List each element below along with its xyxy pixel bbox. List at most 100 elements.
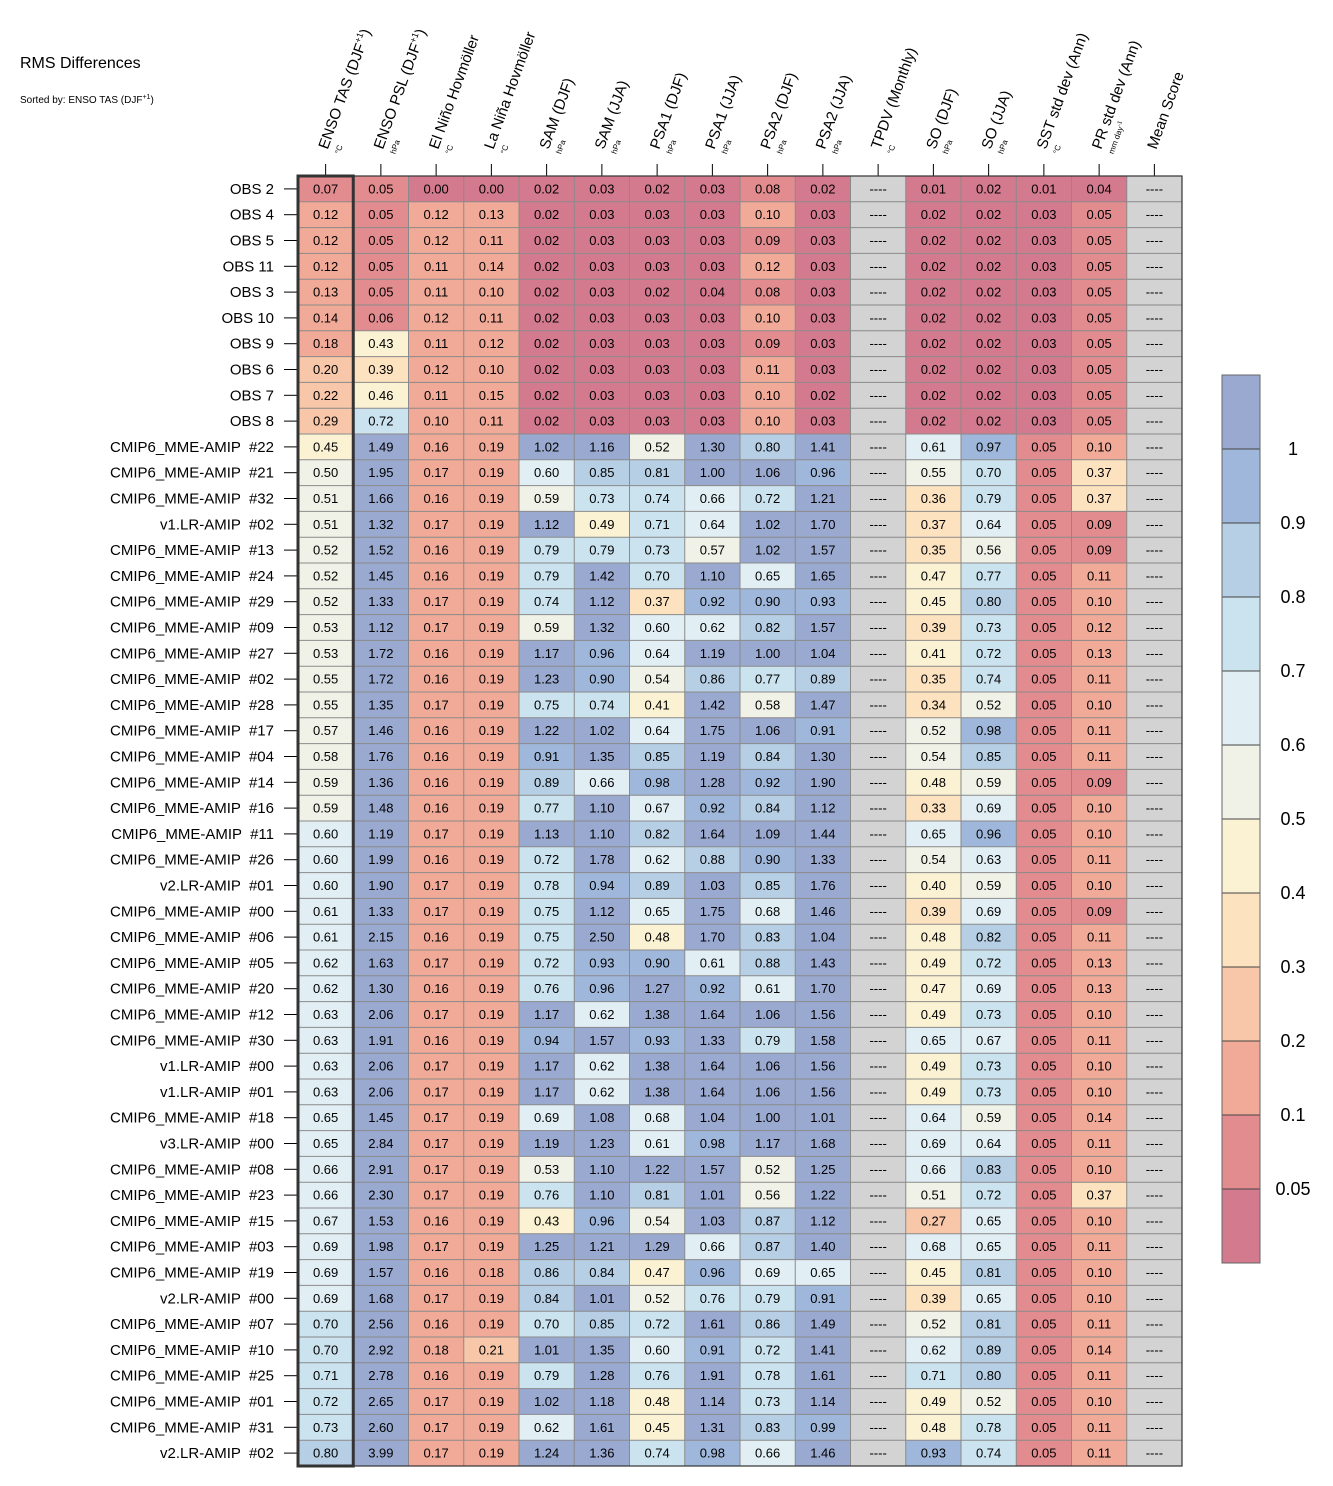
heatmap-cell	[298, 201, 354, 228]
heatmap-cell	[353, 305, 409, 331]
cell-value-label: 0.61	[644, 1136, 669, 1151]
cell-value-label: 0.12	[313, 233, 338, 248]
cell-value-label: 0.63	[313, 1059, 338, 1074]
heatmap-cell	[1126, 356, 1182, 383]
row-label: CMIP6_MME-AMIP #30	[110, 1032, 274, 1049]
cell-value-label: 0.70	[534, 1317, 559, 1332]
heatmap-cell	[961, 1208, 1017, 1234]
heatmap-cell	[574, 511, 630, 538]
cell-value-label: 0.05	[1031, 1188, 1056, 1203]
cell-value-label: 0.10	[1086, 1213, 1111, 1228]
cell-value-label: 0.19	[479, 1007, 504, 1022]
row-label: CMIP6_MME-AMIP #00	[110, 903, 274, 920]
column-unit-label: °C	[499, 143, 511, 155]
heatmap-cell	[1126, 1182, 1182, 1208]
cell-value-label: 0.12	[423, 233, 448, 248]
heatmap-cell	[1071, 176, 1127, 202]
cell-value-label: 0.87	[755, 1239, 780, 1254]
cell-value-label: 0.33	[921, 801, 946, 816]
heatmap-cell	[463, 408, 519, 434]
heatmap-cell	[1071, 1182, 1127, 1208]
row-label: CMIP6_MME-AMIP #10	[110, 1342, 274, 1359]
cell-value-label: 0.62	[534, 1420, 559, 1435]
row-label: v2.LR-AMIP #02	[160, 1445, 274, 1462]
heatmap-cell	[1071, 434, 1127, 460]
heatmap-cell	[850, 201, 906, 228]
cell-value-label: 0.68	[755, 904, 780, 919]
heatmap-cell	[850, 1311, 906, 1337]
heatmap-cell	[629, 1182, 685, 1208]
heatmap-cell	[408, 1362, 464, 1389]
heatmap-cell	[574, 950, 630, 976]
heatmap-cell	[629, 743, 685, 770]
heatmap-cell	[298, 305, 354, 331]
cell-value-label: 1.14	[700, 1394, 725, 1409]
cell-value-label: 0.03	[644, 233, 669, 248]
heatmap-cell	[1016, 434, 1072, 460]
heatmap-cell	[684, 1362, 740, 1389]
heatmap-cell	[519, 227, 575, 254]
cell-value-label: 1.12	[810, 801, 835, 816]
heatmap-cell	[740, 975, 796, 1002]
heatmap-cell	[629, 382, 685, 409]
cell-value-label: 0.14	[479, 259, 504, 274]
heatmap-cell	[905, 666, 961, 692]
cell-value-label: 0.79	[534, 543, 559, 558]
heatmap-cell	[1071, 924, 1127, 950]
cell-value-label: 0.02	[976, 207, 1001, 222]
cell-value-label: ----	[869, 388, 886, 403]
cell-value-label: 0.75	[534, 697, 559, 712]
cell-value-label: 0.67	[644, 801, 669, 816]
cell-value-label: 0.19	[479, 749, 504, 764]
column-unit-label: hPa	[941, 138, 955, 155]
cell-value-label: 0.34	[921, 697, 946, 712]
cell-value-label: 0.03	[589, 388, 614, 403]
heatmap-cell	[519, 769, 575, 796]
cell-value-label: 0.70	[644, 568, 669, 583]
heatmap-cell	[574, 1233, 630, 1260]
colorbar-tick-label: 0.3	[1280, 957, 1305, 977]
cell-value-label: 0.05	[1031, 646, 1056, 661]
cell-value-label: ----	[1146, 878, 1163, 893]
cell-value-label: 0.03	[810, 336, 835, 351]
row-label: CMIP6_MME-AMIP #16	[110, 800, 274, 817]
cell-value-label: 0.78	[534, 878, 559, 893]
cell-value-label: 0.73	[976, 1084, 1001, 1099]
heatmap-cell	[961, 692, 1017, 718]
heatmap-cell	[740, 692, 796, 718]
cell-value-label: 0.05	[1086, 414, 1111, 429]
cell-value-label: 0.05	[1086, 336, 1111, 351]
heatmap-cell	[353, 975, 409, 1002]
cell-value-label: 0.73	[976, 620, 1001, 635]
cell-value-label: 0.77	[976, 568, 1001, 583]
cell-value-label: 0.82	[976, 930, 1001, 945]
cell-value-label: 0.11	[1087, 1446, 1111, 1461]
heatmap-cell	[684, 769, 740, 796]
cell-value-label: 0.74	[534, 594, 559, 609]
cell-value-label: 0.75	[534, 930, 559, 945]
cell-value-label: 0.12	[1086, 620, 1111, 635]
cell-value-label: 0.80	[976, 594, 1001, 609]
heatmap-cell	[1071, 511, 1127, 538]
heatmap-cell	[961, 253, 1017, 280]
cell-value-label: ----	[869, 775, 886, 790]
cell-value-label: 0.15	[479, 388, 504, 403]
heatmap-cell	[463, 537, 519, 563]
cell-value-label: 0.10	[1086, 1162, 1111, 1177]
heatmap-cell	[740, 485, 796, 512]
cell-value-label: 0.03	[589, 259, 614, 274]
cell-value-label: 1.75	[700, 904, 725, 919]
cell-value-label: 0.05	[1031, 568, 1056, 583]
cell-value-label: 0.68	[644, 1110, 669, 1125]
column-header-label: PSA1 (JJA)	[702, 73, 744, 152]
chart-title: RMS Differences	[20, 55, 141, 72]
heatmap-cell	[1071, 382, 1127, 409]
heatmap-cell	[298, 563, 354, 589]
cell-value-label: 0.03	[589, 362, 614, 377]
cell-value-label: ----	[1146, 1291, 1163, 1306]
row-label: OBS 9	[230, 336, 274, 353]
cell-value-label: 0.10	[1086, 594, 1111, 609]
cell-value-label: 0.64	[976, 1136, 1001, 1151]
cell-value-label: 1.12	[810, 1213, 835, 1228]
heatmap-cell	[298, 1440, 354, 1466]
